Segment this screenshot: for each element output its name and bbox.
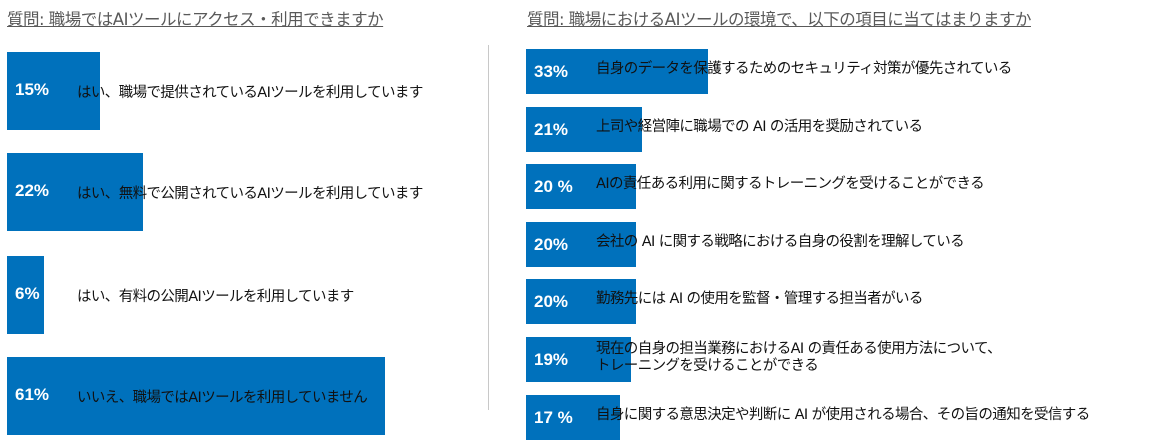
divider	[488, 45, 489, 410]
bar-value-label: 33%	[534, 62, 569, 81]
category-label: 勤務先には AI の使用を監督・管理する担当者がいる	[596, 291, 923, 307]
bar	[7, 256, 44, 334]
bar-value-label: 61%	[15, 385, 50, 404]
bar	[7, 357, 385, 435]
bar	[526, 49, 708, 94]
bar	[526, 279, 636, 324]
bar	[526, 337, 631, 382]
bar-value-label: 20%	[534, 235, 569, 254]
category-label: 上司や経営陣に職場での AI の活用を奨励されている	[596, 119, 923, 135]
bar	[526, 222, 636, 267]
bar	[7, 153, 143, 231]
category-label: いいえ、職場ではAIツールを利用していません	[77, 390, 368, 406]
bar-value-label: 22%	[15, 181, 50, 200]
bar-value-label: 21%	[534, 120, 569, 139]
category-label: AIの責任ある利用に関するトレーニングを受けることができる	[596, 176, 985, 192]
bar	[526, 107, 642, 152]
category-label: 自身に関する意思決定や判断に AI が使用される場合、その旨の通知を受信する	[596, 407, 1090, 423]
category-label: はい、職場で提供されているAIツールを利用しています	[77, 85, 423, 101]
bar	[526, 395, 620, 440]
bar-value-label: 15%	[15, 80, 50, 99]
category-label: 会社の AI に関する戦略における自身の役割を理解している	[596, 234, 965, 250]
category-label: 現在の自身の担当業務におけるAI の責任ある使用方法について、 トレーニングを受…	[596, 341, 1002, 374]
bar-value-label: 20%	[534, 292, 569, 311]
bar-value-label: 17 %	[534, 408, 573, 427]
bar	[526, 164, 636, 209]
right-chart-title: 質問: 職場におけるAIツールの環境で、以下の項目に当てはまりますか	[527, 10, 1031, 29]
bar-value-label: 6%	[15, 284, 40, 303]
bar-value-label: 20 %	[534, 177, 573, 196]
bar	[7, 52, 100, 130]
left-chart-title: 質問: 職場ではAIツールにアクセス・利用できますか	[7, 10, 384, 29]
category-label: はい、有料の公開AIツールを利用しています	[77, 289, 354, 305]
category-label: 自身のデータを保護するためのセキュリティ対策が優先されている	[596, 61, 1012, 77]
bar-value-label: 19%	[534, 350, 569, 369]
category-label: はい、無料で公開されているAIツールを利用しています	[77, 186, 423, 202]
